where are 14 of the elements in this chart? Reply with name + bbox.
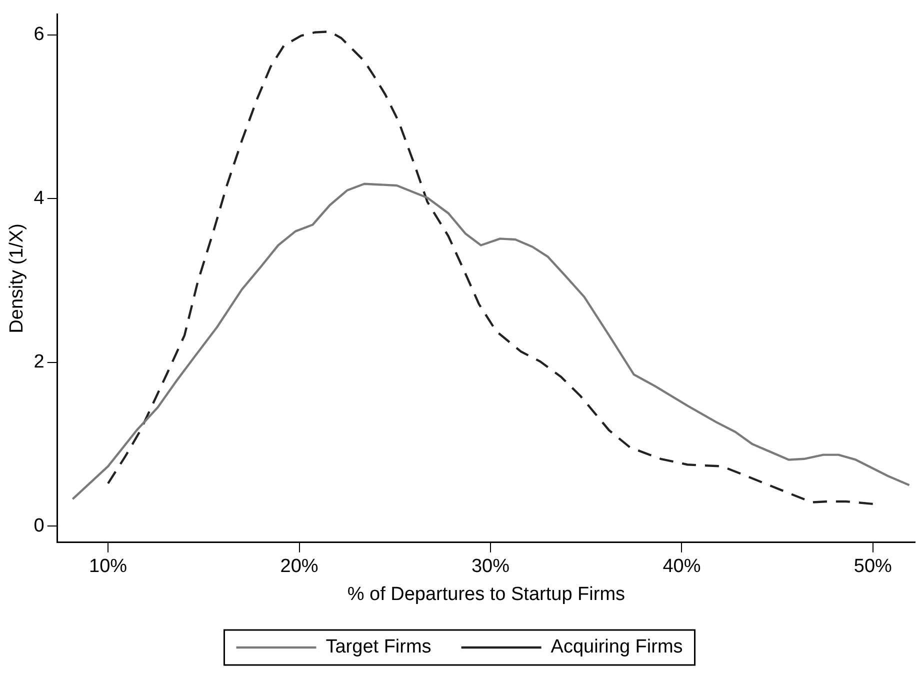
y-tick-label: 0 xyxy=(34,515,44,536)
x-tick-label: 40% xyxy=(662,556,701,578)
x-tick-label: 10% xyxy=(89,556,128,578)
y-tick-label: 2 xyxy=(34,352,44,373)
x-tick-label: 50% xyxy=(854,556,892,578)
legend-label: Target Firms xyxy=(326,636,432,658)
y-tick-label: 4 xyxy=(34,188,45,209)
line-series xyxy=(106,30,874,506)
legend-label: Acquiring Firms xyxy=(550,636,683,658)
x-tick-label: 20% xyxy=(280,556,318,578)
x-axis-title: % of Departures to Startup Firms xyxy=(347,584,626,605)
y-tick-label: 6 xyxy=(34,24,44,46)
y-axis-title: Density (1/X) xyxy=(6,223,28,334)
x-tick-label: 30% xyxy=(471,556,510,578)
